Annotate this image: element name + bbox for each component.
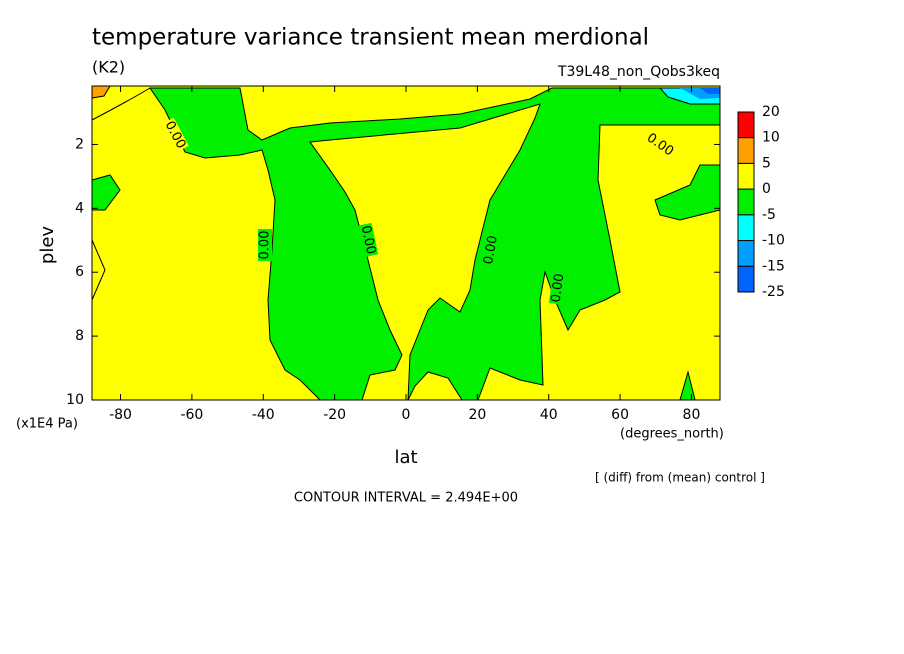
colorbar-box [737,162,755,190]
y-tick-label: 6 [75,264,84,280]
x-tick-label: -80 [109,407,132,423]
contour-region [309,103,541,401]
x-tick-label: 20 [468,407,486,423]
x-tick-label: -20 [323,407,346,423]
contour-label: 0.00 [549,273,568,304]
label-bg [481,233,501,267]
colorbar-label: 20 [762,104,780,120]
y-tick-label: 4 [75,200,84,216]
x-units: (degrees_north) [620,427,724,442]
y-tick-label: 2 [75,136,84,152]
x-tick-label: -40 [252,407,275,423]
units: (K2) [92,58,125,77]
contour-label: 0.00 [481,234,501,265]
colorbar-box [737,214,755,242]
contour-label: 0.00 [258,231,273,260]
x-tick-label: 60 [611,407,629,423]
colorbar-label: 10 [762,130,780,146]
colorbar-box [737,188,755,216]
colorbar-label: -15 [762,258,785,274]
colorbar-label: -5 [762,207,776,223]
colorbar-label: 5 [762,155,771,171]
label-bg [161,117,189,153]
contour-label: 0.00 [358,224,379,255]
contour-line [91,87,151,121]
x-tick-label: 0 [402,407,411,423]
note: [ (diff) from (mean) control ] [595,471,765,485]
label-bg [258,229,272,261]
x-tick-label: -60 [180,407,203,423]
x-tick-label: 40 [540,407,558,423]
y-units: (x1E4 Pa) [16,417,78,432]
label-bg [548,271,568,305]
chart-title: temperature variance transient mean merd… [92,25,649,51]
colorbar-box [737,265,755,293]
x-tick-label: 80 [683,407,701,423]
contour-region [700,88,720,94]
contour-line [91,239,106,301]
colorbar-label: -25 [762,284,785,300]
colorbar-box [737,240,755,267]
contour-interval: CONTOUR INTERVAL = 2.494E+00 [294,491,518,506]
label-bg [642,130,678,160]
colorbar-label: 0 [762,181,771,197]
colorbar-label: -10 [762,233,785,249]
y-tick-label: 10 [66,392,84,408]
colorbar-box [737,137,755,164]
y-axis-label: plev [37,226,58,265]
subtitle: T39L48_non_Qobs3keq [557,64,720,80]
label-bg [357,222,379,258]
colorbar-box [737,111,755,139]
x-axis-label: lat [394,447,417,468]
y-tick-label: 8 [75,328,84,344]
